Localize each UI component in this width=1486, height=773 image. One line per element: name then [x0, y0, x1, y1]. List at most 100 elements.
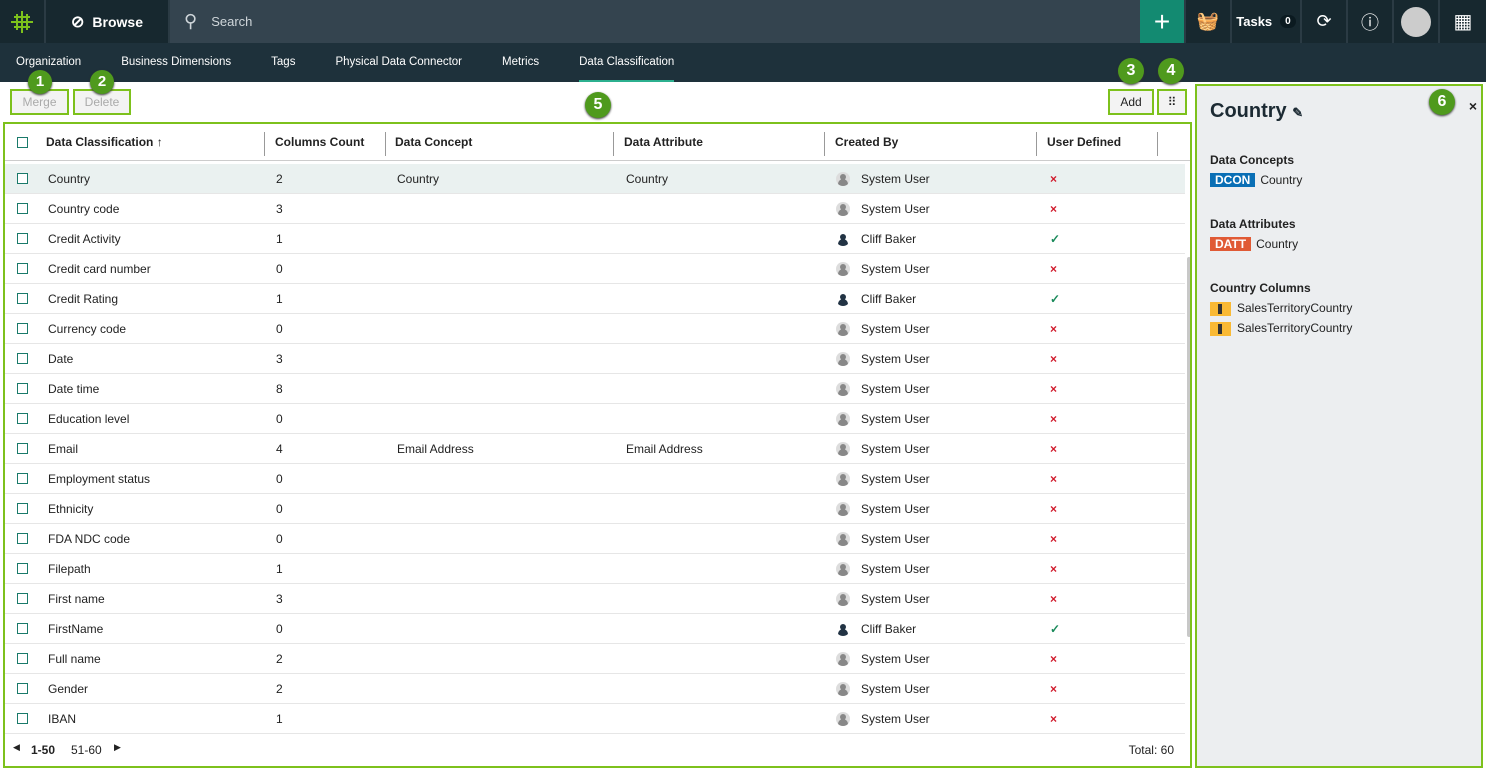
edit-pencil-icon[interactable]: ✎ — [1292, 105, 1304, 120]
attribute-link[interactable]: Country — [1256, 237, 1299, 251]
browse-button[interactable]: ⊘ Browse — [46, 0, 170, 43]
cross-icon: × — [1050, 652, 1058, 666]
classification-name[interactable]: Filepath — [48, 562, 91, 576]
data-attribute[interactable]: Country — [626, 172, 669, 186]
table-row[interactable]: Date time 8 System User × — [5, 374, 1185, 404]
classification-name[interactable]: Country code — [48, 202, 120, 216]
row-checkbox[interactable] — [17, 683, 28, 694]
prev-page-icon[interactable]: ◀ — [13, 742, 20, 752]
app-logo[interactable] — [0, 0, 46, 43]
classification-name[interactable]: FDA NDC code — [48, 532, 131, 546]
tab-metrics[interactable]: Metrics — [502, 56, 540, 68]
row-checkbox[interactable] — [17, 323, 28, 334]
classification-name[interactable]: Date — [48, 352, 74, 366]
classification-name[interactable]: First name — [48, 592, 105, 606]
classification-name[interactable]: Email — [48, 442, 79, 456]
column-link[interactable]: SalesTerritoryCountry — [1237, 320, 1353, 335]
row-checkbox[interactable] — [17, 263, 28, 274]
close-icon[interactable]: × — [1468, 98, 1477, 114]
cross-icon: × — [1050, 712, 1058, 726]
classification-name[interactable]: Currency code — [48, 322, 127, 336]
row-checkbox[interactable] — [17, 203, 28, 214]
row-checkbox[interactable] — [17, 473, 28, 484]
header-user-defined[interactable]: User Defined — [1047, 135, 1122, 149]
search-input[interactable]: ⚲ Search — [184, 11, 253, 31]
page-next[interactable]: 51-60 — [71, 743, 102, 757]
tab-organization[interactable]: Organization — [16, 56, 82, 68]
classification-name[interactable]: Ethnicity — [48, 502, 94, 516]
table-row[interactable]: Filepath 1 System User × — [5, 554, 1185, 584]
row-checkbox[interactable] — [17, 353, 28, 364]
row-checkbox[interactable] — [17, 623, 28, 634]
table-row[interactable]: Gender 2 System User × — [5, 674, 1185, 704]
page-current[interactable]: 1-50 — [31, 743, 56, 757]
row-checkbox[interactable] — [17, 653, 28, 664]
add-button[interactable]: + — [1140, 0, 1186, 43]
data-concept[interactable]: Country — [397, 172, 440, 186]
basket-button[interactable]: 🧺 — [1186, 0, 1232, 43]
column-settings-button[interactable]: ⠿ — [1157, 89, 1187, 115]
concept-link[interactable]: Country — [1260, 173, 1303, 187]
apps-button[interactable]: ▦ — [1440, 0, 1486, 43]
column-link[interactable]: SalesTerritoryCountry — [1237, 301, 1353, 315]
row-checkbox[interactable] — [17, 293, 28, 304]
header-data-attribute[interactable]: Data Attribute — [624, 135, 703, 149]
classification-name[interactable]: Credit card number — [48, 262, 151, 276]
table-row[interactable]: Currency code 0 System User × — [5, 314, 1185, 344]
columns-count: 4 — [276, 442, 283, 456]
classification-name[interactable]: Education level — [48, 412, 130, 426]
table-row[interactable]: Full name 2 System User × — [5, 644, 1185, 674]
row-checkbox[interactable] — [17, 713, 28, 724]
avatar[interactable] — [1394, 0, 1440, 43]
scrollbar[interactable] — [1187, 257, 1190, 637]
header-created-by[interactable]: Created By — [835, 135, 899, 149]
sync-button[interactable]: ⟳ — [1302, 0, 1348, 43]
row-checkbox[interactable] — [17, 533, 28, 544]
classification-name[interactable]: Credit Activity — [48, 232, 121, 246]
row-checkbox[interactable] — [17, 233, 28, 244]
classification-name[interactable]: Country — [48, 172, 91, 186]
table-row[interactable]: Credit card number 0 System User × — [5, 254, 1185, 284]
data-concept[interactable]: Email Address — [397, 442, 474, 456]
classification-name[interactable]: FirstName — [48, 622, 104, 636]
classification-name[interactable]: Date time — [48, 382, 100, 396]
row-checkbox[interactable] — [17, 503, 28, 514]
table-row[interactable]: Country 2 Country Country System User × — [5, 164, 1185, 194]
row-checkbox[interactable] — [17, 443, 28, 454]
table-row[interactable]: Credit Rating 1 Cliff Baker ✓ — [5, 284, 1185, 314]
tab-data-classification[interactable]: Data Classification — [579, 43, 675, 82]
header-columns-count[interactable]: Columns Count — [275, 135, 365, 149]
add-classification-button[interactable]: Add — [1108, 89, 1154, 115]
row-checkbox[interactable] — [17, 563, 28, 574]
table-row[interactable]: Ethnicity 0 System User × — [5, 494, 1185, 524]
classification-name[interactable]: Gender — [48, 682, 89, 696]
tab-physical-data-connector[interactable]: Physical Data Connector — [335, 56, 463, 68]
row-checkbox[interactable] — [17, 593, 28, 604]
classification-name[interactable]: Credit Rating — [48, 292, 119, 306]
table-row[interactable]: Employment status 0 System User × — [5, 464, 1185, 494]
row-checkbox[interactable] — [17, 173, 28, 184]
row-checkbox[interactable] — [17, 383, 28, 394]
tab-tags[interactable]: Tags — [271, 56, 296, 68]
table-row[interactable]: Email 4 Email Address Email Address System U… — [5, 434, 1185, 464]
table-row[interactable]: Country code 3 System User × — [5, 194, 1185, 224]
header-data-classification[interactable]: Data Classification ↑ — [46, 135, 163, 149]
classification-name[interactable]: Employment status — [48, 472, 151, 486]
next-page-icon[interactable]: ▶ — [114, 742, 121, 752]
row-checkbox[interactable] — [17, 413, 28, 424]
table-row[interactable]: Education level 0 System User × — [5, 404, 1185, 434]
table-row[interactable]: First name 3 System User × — [5, 584, 1185, 614]
table-row[interactable]: FirstName 0 Cliff Baker ✓ — [5, 614, 1185, 644]
tasks-button[interactable]: Tasks 0 — [1232, 0, 1302, 43]
help-button[interactable]: ⓘ — [1348, 0, 1394, 43]
table-row[interactable]: IBAN 1 System User × — [5, 704, 1185, 734]
table-row[interactable]: FDA NDC code 0 System User × — [5, 524, 1185, 554]
select-all-checkbox[interactable] — [17, 137, 28, 148]
data-attribute[interactable]: Email Address — [626, 442, 703, 456]
tab-business-dimensions[interactable]: Business Dimensions — [121, 56, 232, 68]
table-row[interactable]: Credit Activity 1 Cliff Baker ✓ — [5, 224, 1185, 254]
header-data-concept[interactable]: Data Concept — [395, 135, 473, 149]
table-row[interactable]: Date 3 System User × — [5, 344, 1185, 374]
classification-name[interactable]: IBAN — [48, 712, 77, 726]
classification-name[interactable]: Full name — [48, 652, 101, 666]
